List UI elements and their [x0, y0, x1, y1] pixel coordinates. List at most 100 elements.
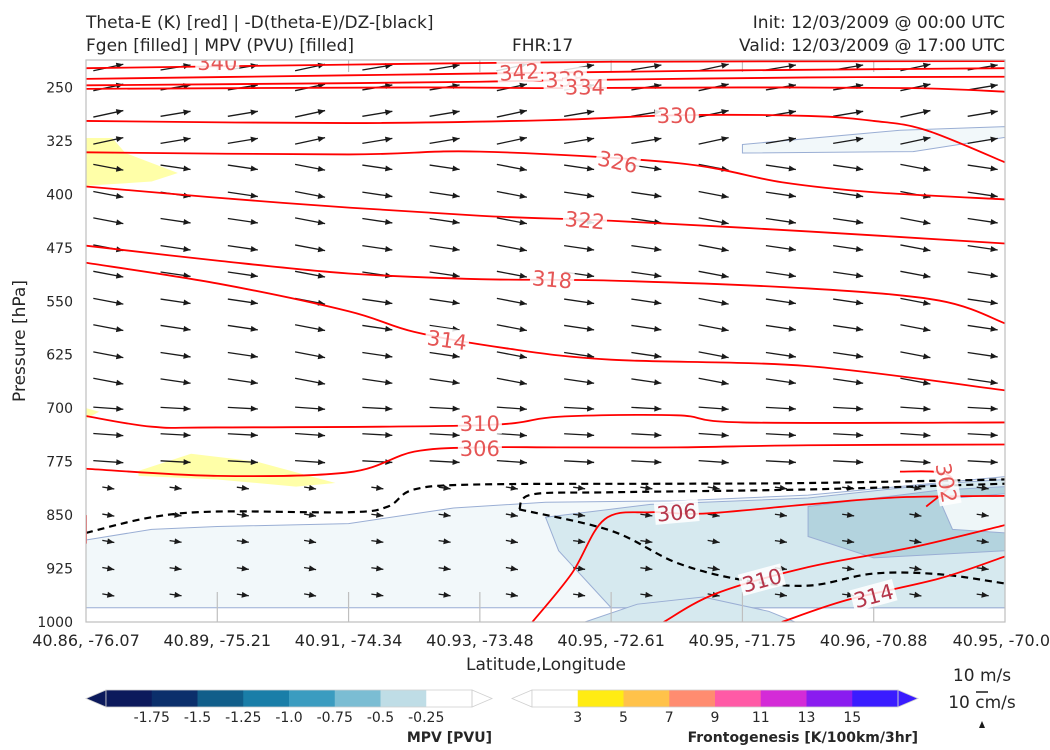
- wind-arrow-head: [376, 511, 384, 518]
- wind-arrow-head: [712, 591, 720, 598]
- wind-arrow-head: [384, 352, 393, 359]
- wind-arrow-head: [788, 272, 796, 279]
- wind-arrow-head: [376, 591, 384, 598]
- wind-arrow-head: [586, 431, 595, 438]
- wind-arrow-head: [654, 379, 662, 386]
- wind-arrow-head: [510, 538, 518, 545]
- colorbar-swatch: [669, 690, 716, 707]
- wind-arrow-head: [443, 484, 451, 491]
- wind-arrow-head: [654, 299, 662, 306]
- wind-arrow-head: [586, 272, 595, 279]
- wind-arrow-head: [990, 405, 998, 412]
- y-tick-label: 625: [46, 348, 73, 364]
- wind-arrow-head: [174, 565, 182, 572]
- wind-arrow-head: [384, 379, 393, 386]
- colorbar-swatch: [197, 690, 244, 707]
- wind-arrow-head: [654, 165, 662, 172]
- wind-arrow-head: [115, 192, 124, 199]
- wind-arrow-head: [106, 565, 115, 572]
- y-tick-label: 925: [46, 562, 73, 578]
- contour-label-bg: [457, 411, 502, 434]
- wind-arrow-head: [241, 511, 249, 518]
- wind-arrow-head: [317, 109, 326, 115]
- wind-arrow-head: [519, 192, 527, 199]
- wind-arrow-head: [586, 299, 595, 306]
- contour-label-342: 342: [498, 59, 540, 86]
- wind-arrow-head: [317, 432, 326, 439]
- wind-arrow-head: [519, 165, 527, 172]
- wind-arrow-head: [914, 565, 922, 572]
- contour-label-bg: [737, 563, 786, 597]
- wind-arrow-head: [317, 379, 326, 386]
- colorbar-extend-right: [897, 689, 920, 708]
- colorbar-tick-label: 15: [843, 710, 861, 726]
- colorbar-swatch: [334, 690, 381, 707]
- wind-arrow-head: [855, 272, 864, 279]
- colorbar-swatch: [106, 690, 153, 707]
- colorbar-swatch: [806, 690, 853, 707]
- wind-arrow-head: [174, 484, 182, 491]
- colorbar-tick-label: -1.0: [275, 710, 302, 726]
- wind-arrow-head: [586, 246, 595, 252]
- wind-arrow-head: [317, 326, 326, 333]
- wind-arrow-head: [376, 565, 384, 572]
- wind-arrow-head: [106, 591, 115, 598]
- contour-label-310: 310: [460, 412, 500, 436]
- wind-arrow-head: [721, 379, 729, 386]
- wind-arrow-head: [308, 565, 317, 572]
- colorbar-tick-label: -0.75: [317, 710, 353, 726]
- wind-arrow-head: [183, 431, 191, 438]
- wind-arrow-head: [788, 63, 796, 70]
- wind-arrow-head: [645, 591, 653, 598]
- wind-arrow-head: [577, 538, 586, 545]
- y-tick-label: 700: [46, 401, 73, 417]
- wind-arrow-head: [981, 484, 989, 491]
- wind-arrow-head: [721, 405, 729, 412]
- contour-label-bg: [849, 579, 898, 612]
- wind-arrow-head: [721, 109, 729, 115]
- wind-arrow-head: [250, 405, 258, 412]
- wind-arrow-head: [384, 325, 393, 332]
- wind-arrow-head: [922, 82, 931, 89]
- x-tick-label: 40.89, -75.21: [164, 631, 272, 650]
- wind-arrow-head: [317, 192, 326, 199]
- colorbar-swatch: [715, 690, 762, 707]
- y-axis-label: Pressure [hPa]: [10, 280, 30, 402]
- wind-arrow-head: [376, 484, 384, 491]
- wind-arrow-head: [855, 218, 864, 225]
- wind-arrow-head: [452, 246, 460, 252]
- wind-arrow-head: [788, 325, 796, 332]
- wind-arrow-head: [241, 538, 249, 545]
- wind-arrow-head: [385, 405, 393, 412]
- x-tick-label: 40.86, -76.07: [32, 631, 140, 650]
- wind-arrow-head: [241, 484, 249, 491]
- wind-scale-top: 10 m/s: [953, 666, 1011, 686]
- wind-arrow-head: [922, 62, 931, 69]
- colorbar-swatch: [380, 690, 427, 707]
- wind-arrow-head: [645, 538, 653, 545]
- wind-arrow-head: [250, 299, 258, 306]
- wind-arrow-head: [586, 325, 595, 332]
- wind-arrow-head: [981, 511, 989, 518]
- wind-arrow-head: [653, 136, 662, 143]
- wind-arrow-head: [183, 165, 191, 172]
- wind-arrow-head: [788, 136, 796, 143]
- theta-e-contour-326: [86, 150, 1005, 201]
- wind-arrow-head: [922, 219, 931, 226]
- wind-arrow-head: [115, 136, 124, 143]
- fgen-fill-region: [86, 138, 178, 186]
- wind-arrow-head: [317, 246, 326, 253]
- wind-arrow-head: [519, 379, 527, 386]
- wind-arrow-head: [990, 136, 998, 143]
- wind-arrow-head: [308, 511, 317, 518]
- y-tick-label: 325: [46, 134, 73, 150]
- wind-arrow-head: [788, 379, 796, 386]
- wind-arrow-head: [914, 538, 922, 545]
- wind-arrow-head: [990, 299, 998, 306]
- wind-arrow-head: [115, 299, 124, 306]
- wind-arrow-head: [250, 431, 258, 438]
- wind-arrow-head: [914, 511, 922, 518]
- wind-arrow-head: [384, 299, 393, 306]
- wind-arrow-head: [721, 246, 729, 253]
- contour-label-bg: [423, 325, 471, 354]
